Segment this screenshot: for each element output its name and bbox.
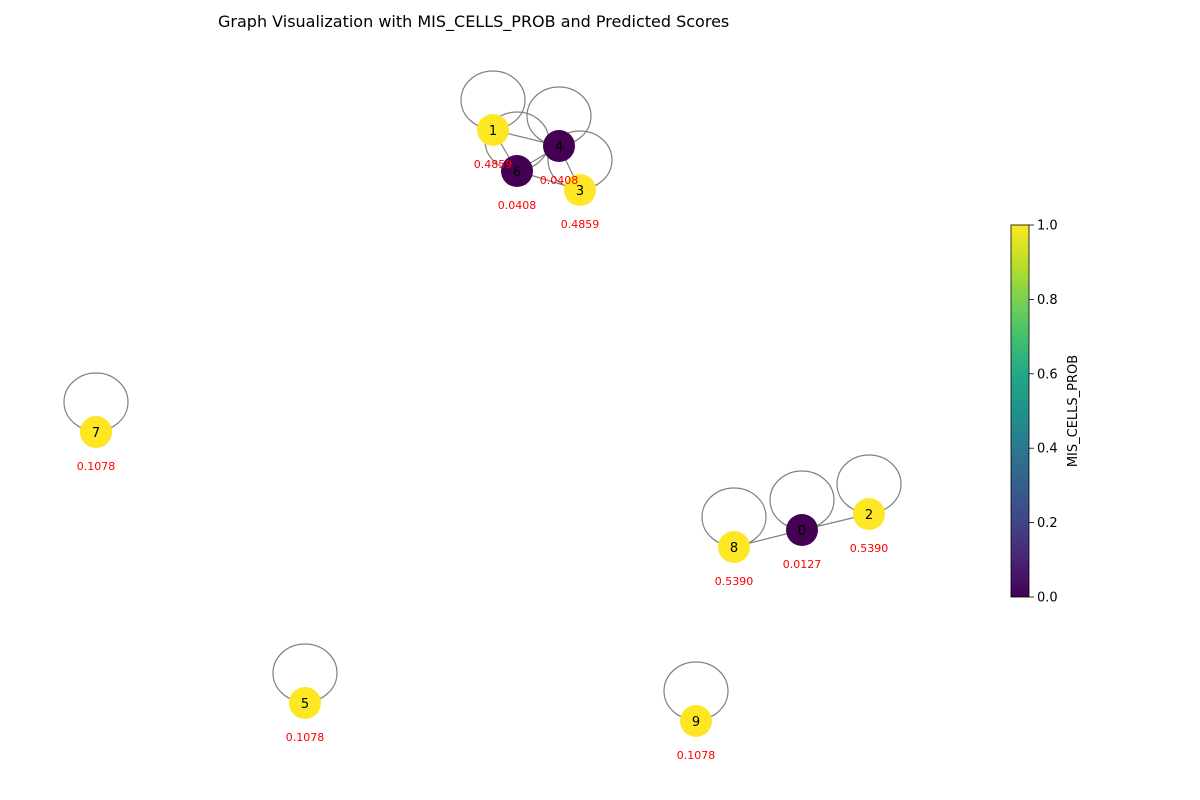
node-label-8: 8 <box>730 541 738 556</box>
node-label-0: 0 <box>798 524 806 539</box>
node-5[interactable] <box>289 687 321 719</box>
node-8[interactable] <box>718 531 750 563</box>
colorbar-label: MIS_CELLS_PROB <box>1066 355 1081 467</box>
score-label-1: 0.4859 <box>474 158 513 171</box>
node-4[interactable] <box>543 130 575 162</box>
node-1[interactable] <box>477 114 509 146</box>
colorbar-tick-label-5: 1.0 <box>1037 219 1058 234</box>
chart-title: Graph Visualization with MIS_CELLS_PROB … <box>218 12 730 31</box>
colorbar-tick-label-0: 0.0 <box>1037 591 1058 606</box>
score-label-4: 0.0408 <box>540 174 579 187</box>
score-label-3: 0.4859 <box>561 218 600 231</box>
node-label-4: 4 <box>555 140 563 155</box>
node-label-7: 7 <box>92 426 100 441</box>
node-label-5: 5 <box>301 697 309 712</box>
node-0[interactable] <box>786 514 818 546</box>
score-label-6: 0.0408 <box>498 199 537 212</box>
colorbar-tick-label-3: 0.6 <box>1037 367 1058 382</box>
node-label-1: 1 <box>489 124 497 139</box>
score-label-8: 0.5390 <box>715 575 754 588</box>
score-label-9: 0.1078 <box>677 749 716 762</box>
node-2[interactable] <box>853 498 885 530</box>
node-label-9: 9 <box>692 715 700 730</box>
colorbar: 0.0 0.2 0.4 0.6 0.8 1.0 MIS_CELLS_PROB <box>1010 219 1081 606</box>
node-label-2: 2 <box>865 508 873 523</box>
edges <box>492 129 870 548</box>
node-9[interactable] <box>680 705 712 737</box>
colorbar-tick-label-2: 0.4 <box>1037 442 1058 457</box>
colorbar-gradient <box>1010 224 1030 598</box>
node-label-6: 6 <box>513 165 521 180</box>
colorbar-tick-label-1: 0.2 <box>1037 516 1058 531</box>
score-label-2: 0.5390 <box>850 542 889 555</box>
node-7[interactable] <box>80 416 112 448</box>
score-label-7: 0.1078 <box>77 460 116 473</box>
node-6[interactable] <box>501 155 533 187</box>
node-label-3: 3 <box>576 184 584 199</box>
node-3[interactable] <box>564 174 596 206</box>
score-label-0: 0.0127 <box>783 558 822 571</box>
colorbar-tick-label-4: 0.8 <box>1037 293 1058 308</box>
colorbar-ticks: 0.0 0.2 0.4 0.6 0.8 1.0 <box>1029 219 1058 606</box>
score-labels: 0.0127 0.4859 0.5390 0.4859 0.0408 0.1078 0.04… <box>77 158 889 762</box>
nodes: 0 1 2 3 4 5 6 7 8 9 <box>80 114 885 737</box>
score-label-5: 0.1078 <box>286 731 325 744</box>
